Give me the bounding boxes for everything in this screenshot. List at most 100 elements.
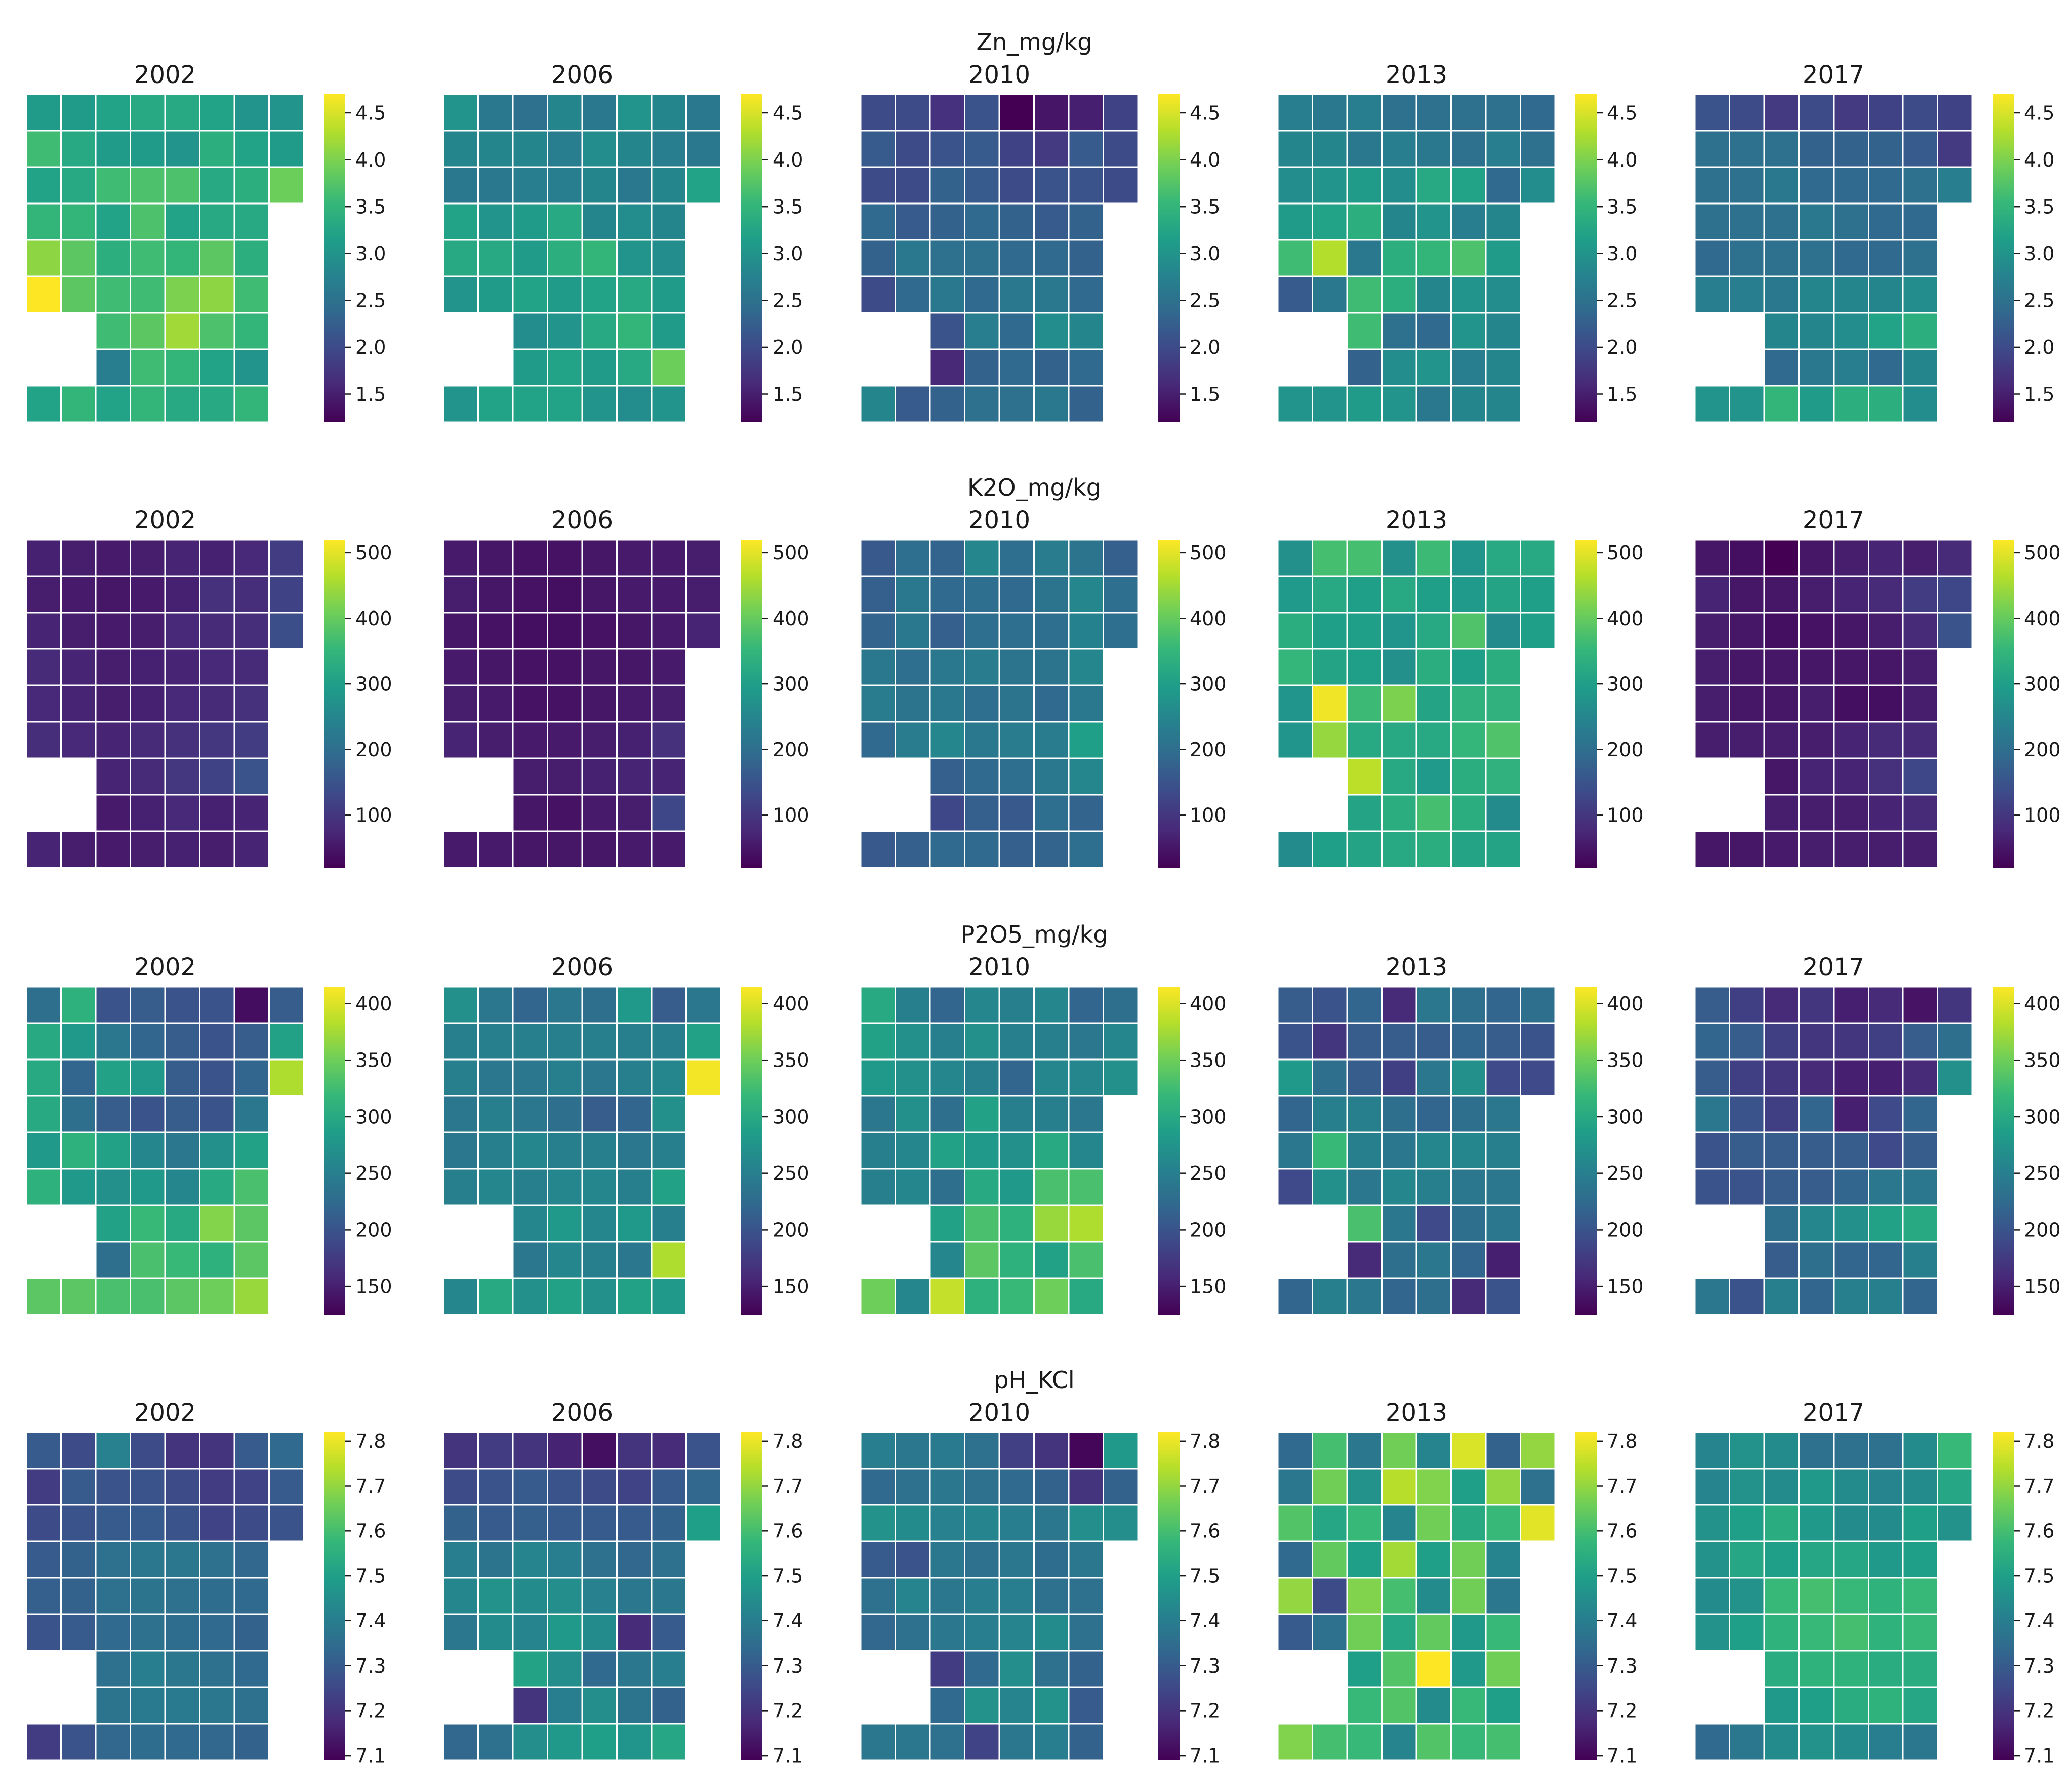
heatmap-cell <box>1764 758 1799 795</box>
heatmap-cell <box>964 1205 999 1242</box>
heatmap-cell <box>1103 167 1138 203</box>
heatmap-cell <box>1903 540 1938 576</box>
heatmap-cell <box>26 831 61 868</box>
heatmap-cell <box>1069 1541 1104 1578</box>
heatmap-cell <box>1312 386 1347 422</box>
heatmap-cell <box>582 1651 617 1687</box>
heatmap-cell <box>1695 576 1730 613</box>
heatmap-cell <box>1451 94 1486 131</box>
heatmap-cell <box>964 349 999 386</box>
heatmap-panel: 2017 400 350 300 250 200 150 <box>1694 953 2061 1316</box>
heatmap-cell <box>686 613 721 649</box>
heatmap-cell <box>1486 1205 1521 1242</box>
heatmap-cell <box>165 1060 200 1096</box>
heatmap-cell <box>234 131 269 167</box>
heatmap-panel: 2002 7.8 7.7 7.6 7.5 7.4 7.3 7.2 7.1 <box>25 1399 386 1767</box>
heatmap-cell <box>1903 685 1938 722</box>
heatmap-cell <box>861 1096 896 1132</box>
heatmap-cell <box>234 1132 269 1169</box>
heatmap-cell <box>686 576 721 613</box>
panel-title: 2010 <box>968 1399 1030 1427</box>
heatmap-cell <box>1486 276 1521 313</box>
heatmap-cell <box>96 1505 131 1541</box>
heatmap-panel: 2017 4.5 4.0 3.5 3.0 2.5 2.0 1.5 <box>1694 61 2054 423</box>
heatmap-cell <box>1069 1578 1104 1614</box>
heatmap-cell <box>1034 1541 1069 1578</box>
heatmap-cell <box>582 987 617 1023</box>
heatmap-cell <box>1695 276 1730 313</box>
heatmap-cell <box>1034 1278 1069 1315</box>
heatmap-cell <box>1416 276 1451 313</box>
heatmap-cell <box>130 1614 165 1651</box>
colorbar-tick-label: 7.6 <box>355 1520 386 1542</box>
heatmap-cell <box>964 1096 999 1132</box>
heatmap-cell <box>513 987 548 1023</box>
heatmap-cell <box>930 1205 965 1242</box>
heatmap-cell <box>1034 1132 1069 1169</box>
heatmap-cell <box>130 1687 165 1724</box>
heatmap-cell <box>26 276 61 313</box>
heatmap-cell <box>1834 722 1869 758</box>
heatmap-cell <box>1034 649 1069 685</box>
heatmap-cell <box>1486 685 1521 722</box>
heatmap-cell <box>1069 1278 1104 1315</box>
panel-title: 2006 <box>551 1399 613 1427</box>
heatmap-cell <box>1416 1278 1451 1315</box>
colorbar-tick-label: 400 <box>2024 607 2061 630</box>
colorbar-tick-label: 400 <box>355 607 392 630</box>
heatmap-cell <box>199 649 234 685</box>
colorbar-tick-label: 150 <box>355 1275 392 1297</box>
grid-lines <box>1277 986 1556 1316</box>
heatmap-cell <box>999 276 1034 313</box>
heatmap-cell <box>1382 240 1416 276</box>
heatmap-cell <box>1868 1242 1903 1278</box>
heatmap-cell <box>1868 386 1903 422</box>
heatmap-cell <box>1069 1023 1104 1060</box>
heatmap-cell <box>1834 1169 1869 1205</box>
heatmap-cell <box>1486 540 1521 576</box>
heatmap-cell <box>478 649 513 685</box>
heatmap-cell <box>999 167 1034 203</box>
heatmap-cell <box>513 1505 548 1541</box>
heatmap-cell <box>964 987 999 1023</box>
heatmap-cell <box>1034 240 1069 276</box>
heatmap-cell <box>1416 1242 1451 1278</box>
heatmap-cell <box>1799 987 1834 1023</box>
heatmap-cell <box>199 576 234 613</box>
heatmap-cell <box>964 1724 999 1760</box>
heatmap-cell <box>1903 1469 1938 1505</box>
heatmap-cell <box>861 649 896 685</box>
heatmap-cell <box>547 1651 582 1687</box>
heatmap-cell <box>1486 313 1521 349</box>
heatmap-cell <box>582 722 617 758</box>
heatmap-cell <box>1069 540 1104 576</box>
heatmap-cell <box>999 1060 1034 1096</box>
heatmap-cell <box>1451 758 1486 795</box>
heatmap-cell <box>1347 1614 1382 1651</box>
heatmap-cell <box>1695 1132 1730 1169</box>
heatmap-cell <box>199 1278 234 1315</box>
heatmap-cell <box>964 1132 999 1169</box>
heatmap-cell <box>1347 240 1382 276</box>
heatmap-cell <box>1520 987 1555 1023</box>
heatmap-cell <box>1034 203 1069 240</box>
heatmap-cell <box>1278 1060 1313 1096</box>
heatmap-cell <box>130 1469 165 1505</box>
heatmap-cell <box>1451 349 1486 386</box>
heatmap-cell <box>1278 613 1313 649</box>
colorbar-tick-label: 150 <box>773 1275 809 1297</box>
heatmap-cell <box>1903 1278 1938 1315</box>
heatmap-cell <box>1486 1469 1521 1505</box>
heatmap-cell <box>234 276 269 313</box>
heatmap-cell <box>1347 1469 1382 1505</box>
heatmap-cell <box>1486 1432 1521 1469</box>
panel-title: 2013 <box>1386 1399 1447 1427</box>
heatmap-cell <box>513 240 548 276</box>
colorbar-tick-label: 1.5 <box>773 383 803 405</box>
heatmap-cell <box>999 1505 1034 1541</box>
heatmap-cell <box>547 240 582 276</box>
grid-lines <box>1277 539 1556 869</box>
cell-border <box>1485 1277 1521 1316</box>
heatmap-cell <box>1416 1023 1451 1060</box>
heatmap-cell <box>1382 349 1416 386</box>
